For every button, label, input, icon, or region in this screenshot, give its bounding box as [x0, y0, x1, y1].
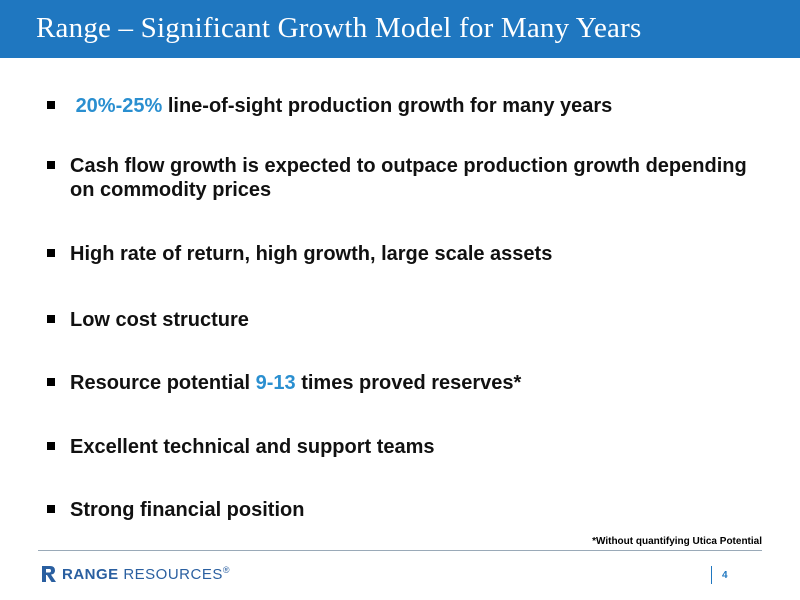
bullet-text: line-of-sight production growth for many…: [162, 95, 613, 117]
bullet-text: Cash flow growth is expected to outpace …: [70, 155, 747, 201]
square-bullet-icon: [47, 442, 55, 450]
footer-divider: [38, 550, 762, 551]
company-logo: RANGE RESOURCES®: [40, 565, 230, 583]
bullet-item: High rate of return, high growth, large …: [47, 242, 747, 266]
square-bullet-icon: [47, 378, 55, 386]
bullet-item: Strong financial position: [47, 498, 747, 522]
logo-trademark: ®: [222, 565, 230, 575]
bullet-item: Low cost structure: [47, 308, 747, 332]
bullet-item: Cash flow growth is expected to outpace …: [47, 154, 747, 202]
bullet-item: 20%-25% line-of-sight production growth …: [47, 94, 747, 118]
range-logo-icon: [42, 566, 56, 582]
page-number: 4: [722, 570, 728, 581]
bullet-text: Excellent technical and support teams: [70, 436, 435, 458]
square-bullet-icon: [47, 101, 55, 109]
bullet-text: Strong financial position: [70, 499, 305, 521]
bullet-list: 20%-25% line-of-sight production growth …: [47, 94, 747, 522]
bullet-text: High rate of return, high growth, large …: [70, 243, 553, 265]
bullet-text: Resource potential: [70, 372, 256, 394]
square-bullet-icon: [47, 315, 55, 323]
logo-word: RESOURCES: [118, 566, 223, 583]
bullet-item: Resource potential 9-13 times proved res…: [47, 371, 747, 395]
title-bar: Range – Significant Growth Model for Man…: [0, 0, 800, 58]
square-bullet-icon: [47, 249, 55, 257]
bullet-item: Excellent technical and support teams: [47, 435, 747, 459]
slide-title: Range – Significant Growth Model for Man…: [36, 12, 642, 44]
footnote: *Without quantifying Utica Potential: [592, 536, 762, 547]
square-bullet-icon: [47, 505, 55, 513]
bullet-accent: 9-13: [255, 372, 296, 394]
logo-word: RANGE: [62, 566, 119, 583]
page-number-divider: [711, 566, 712, 584]
square-bullet-icon: [47, 161, 55, 169]
bullet-accent: 20%-25%: [75, 95, 163, 117]
bullet-text: Low cost structure: [70, 309, 249, 331]
bullet-text: times proved reserves*: [295, 372, 522, 394]
